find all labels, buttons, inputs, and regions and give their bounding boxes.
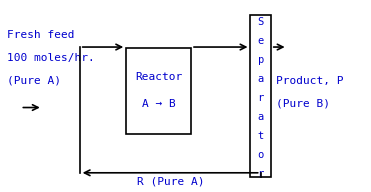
Text: A → B: A → B xyxy=(142,99,175,109)
Text: a: a xyxy=(257,112,264,122)
Text: t: t xyxy=(257,131,264,141)
Bar xyxy=(250,15,271,177)
Text: r: r xyxy=(257,169,264,179)
Text: R (Pure A): R (Pure A) xyxy=(137,176,204,186)
Text: o: o xyxy=(257,150,264,160)
Text: 100 moles/hr.: 100 moles/hr. xyxy=(7,53,95,63)
Text: Fresh feed: Fresh feed xyxy=(7,30,75,40)
Text: Product, P: Product, P xyxy=(276,76,344,86)
Text: (Pure B): (Pure B) xyxy=(276,99,331,109)
Text: Reactor: Reactor xyxy=(135,72,182,82)
Text: S: S xyxy=(257,17,264,27)
Text: p: p xyxy=(257,55,264,65)
Bar xyxy=(126,48,191,134)
Text: e: e xyxy=(257,36,264,46)
Text: r: r xyxy=(257,93,264,103)
Text: a: a xyxy=(257,74,264,84)
Text: (Pure A): (Pure A) xyxy=(7,76,62,86)
